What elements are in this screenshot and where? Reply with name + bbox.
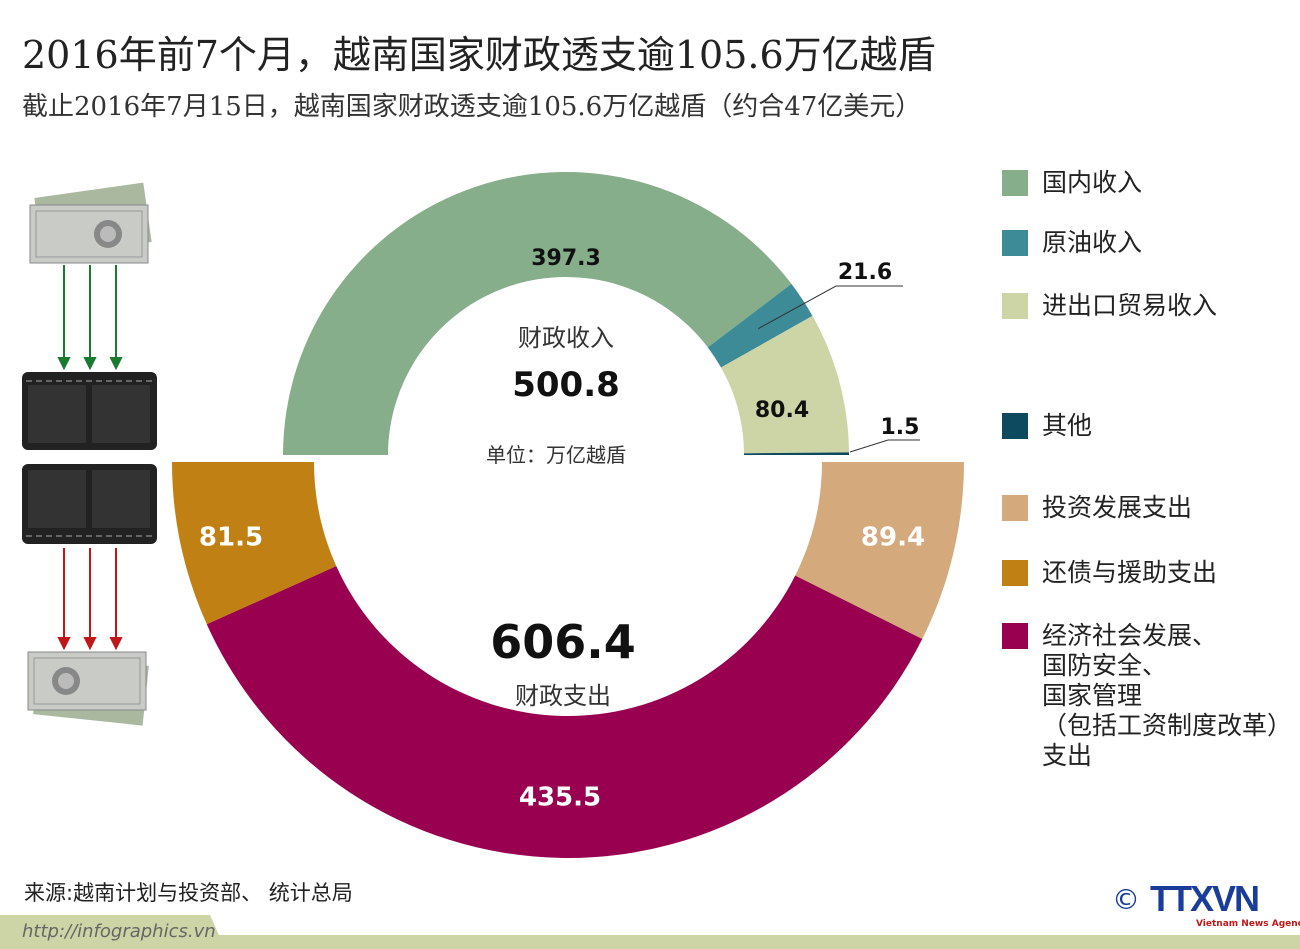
leader-line <box>757 285 903 330</box>
leader-line <box>849 439 920 453</box>
page-title: 2016年前7个月，越南国家财政透支逾105.6万亿越盾 <box>22 33 936 77</box>
ttxvn-logo-text: TTXVN <box>1150 878 1260 919</box>
revenue-slice <box>721 315 849 454</box>
page-subtitle: 截止2016年7月15日，越南国家财政透支逾105.6万亿越盾（约合47亿美元） <box>22 92 922 122</box>
legend-label: 进出口贸易收入 <box>1042 291 1218 320</box>
legend-swatch <box>1002 560 1028 586</box>
copyright-icon: © <box>1112 883 1140 916</box>
revenue-total: 500.8 <box>512 365 620 405</box>
legend-item: 国内收入 <box>1002 168 1143 198</box>
legend-label: 投资发展支出 <box>1042 493 1193 522</box>
legend-label: 其他 <box>1042 411 1093 440</box>
footer-bar <box>0 935 1300 949</box>
unit-label: 单位：万亿越盾 <box>486 443 626 467</box>
expenditure-total: 606.4 <box>490 615 636 669</box>
arrow-down-icons-red <box>57 548 123 651</box>
legend-item: 其他 <box>1002 411 1093 441</box>
legend-swatch <box>1002 413 1028 439</box>
expenditure-value-label: 89.4 <box>861 523 925 553</box>
revenue-value-label: 21.6 <box>838 260 892 285</box>
revenue-half-donut <box>283 171 849 456</box>
ttxvn-logo-subtext: Vietnam News Agency <box>1196 919 1300 929</box>
legend-swatch <box>1002 293 1028 319</box>
expenditure-slice <box>172 462 337 625</box>
website-link[interactable]: http://infographics.vn <box>22 921 216 942</box>
expenditure-slice <box>206 566 923 859</box>
expenditure-value-label: 81.5 <box>199 523 263 553</box>
legend-item: 进出口贸易收入 <box>1002 291 1218 321</box>
banknote-icon-bottom <box>27 651 149 726</box>
money-flow-illustration <box>22 182 157 726</box>
expenditure-value-label: 435.5 <box>519 783 601 813</box>
legend-label: 经济社会发展、 国防安全、 国家管理 （包括工资制度改革） 支出 <box>1042 621 1293 770</box>
expenditure-slice <box>795 462 964 639</box>
revenue-title: 财政收入 <box>518 324 614 352</box>
legend-label: 原油收入 <box>1042 228 1143 257</box>
banknote-icon-top <box>29 182 152 264</box>
wallet-icon <box>22 372 157 544</box>
expenditure-title: 财政支出 <box>515 682 611 710</box>
revenue-value-label: 80.4 <box>755 398 809 423</box>
legend-label: 还债与援助支出 <box>1042 558 1218 587</box>
legend-item: 投资发展支出 <box>1002 493 1193 523</box>
revenue-slice <box>707 283 813 368</box>
revenue-slice <box>743 452 849 455</box>
arrow-down-icons-green <box>57 265 123 371</box>
legend-item: 原油收入 <box>1002 228 1143 258</box>
legend-swatch <box>1002 230 1028 256</box>
legend-item: 经济社会发展、 国防安全、 国家管理 （包括工资制度改革） 支出 <box>1002 621 1293 771</box>
source-note: 来源:越南计划与投资部、 统计总局 <box>24 881 353 905</box>
legend-swatch <box>1002 623 1028 649</box>
revenue-slice <box>283 171 792 456</box>
revenue-value-label: 397.3 <box>531 246 601 271</box>
legend-swatch <box>1002 170 1028 196</box>
legend-label: 国内收入 <box>1042 168 1143 197</box>
revenue-value-label: 1.5 <box>881 415 920 440</box>
legend-swatch <box>1002 495 1028 521</box>
legend-item: 还债与援助支出 <box>1002 558 1218 588</box>
expenditure-half-donut <box>172 462 964 859</box>
